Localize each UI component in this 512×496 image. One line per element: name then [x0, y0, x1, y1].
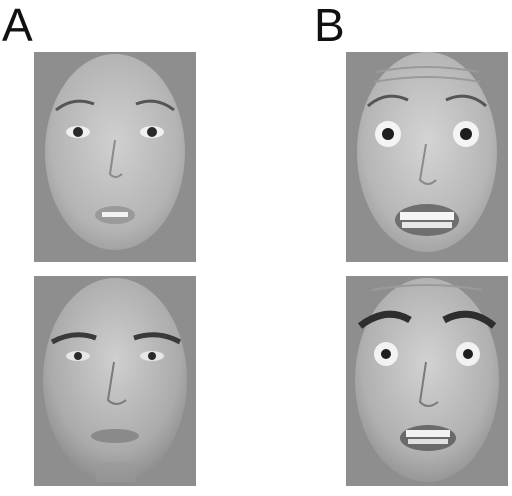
face-photo-fearful-female [346, 52, 508, 262]
face-photo-neutral-male [34, 276, 196, 486]
face-photo-fearful-male [346, 276, 508, 486]
face-photo-neutral-female [34, 52, 196, 262]
panel-label-b: B [314, 2, 345, 48]
panel-label-a: A [2, 2, 33, 48]
